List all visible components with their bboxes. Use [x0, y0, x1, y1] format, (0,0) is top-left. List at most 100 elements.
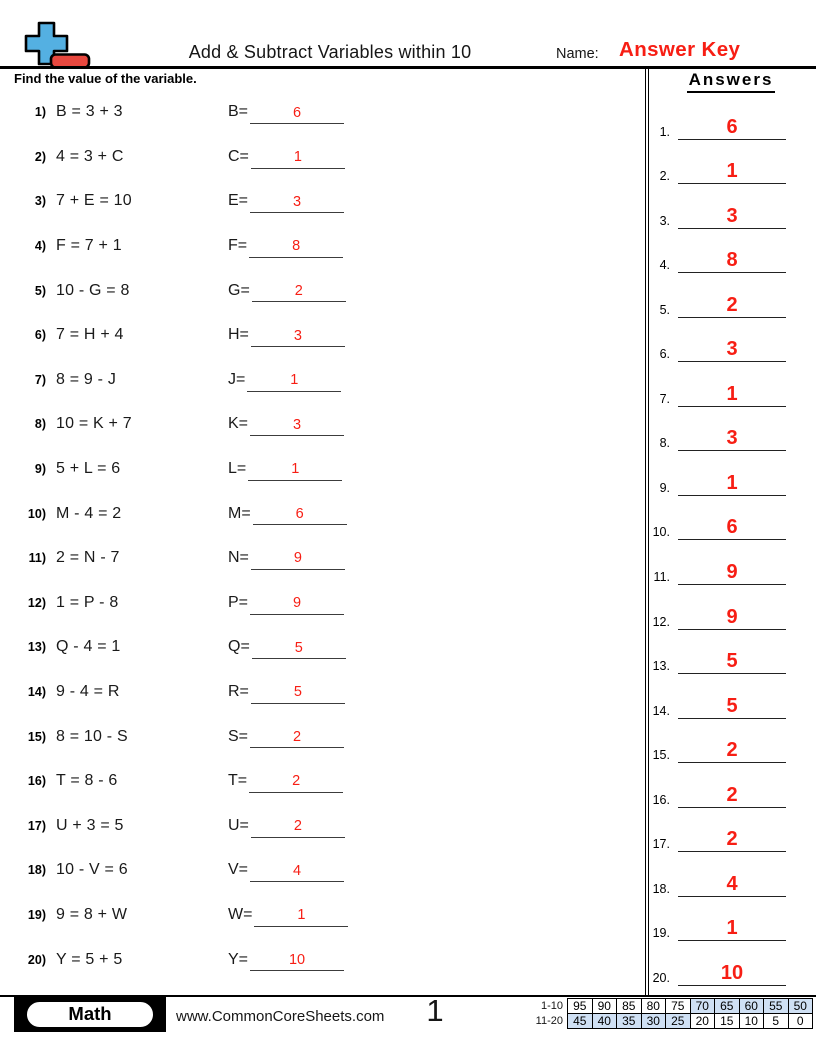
answer-blank: 3	[250, 324, 345, 348]
answer-row: 12. 9	[646, 585, 816, 630]
problem-equation: B = 3 + 3	[56, 103, 123, 121]
problem-row: 8) 10 = K + 7 K= 3	[0, 402, 640, 447]
problem-row: 18) 10 - V = 6 V= 4	[0, 848, 640, 893]
problem-number: 19)	[27, 907, 46, 922]
variable-label: F=	[228, 237, 248, 255]
problem-row: 6) 7 = H + 4 H= 3	[0, 313, 640, 358]
answer-row: 14. 5	[646, 674, 816, 719]
score-cell: 75	[665, 998, 691, 1014]
score-cell: 80	[640, 998, 666, 1014]
problem-row: 15) 8 = 10 - S S= 2	[0, 714, 640, 759]
problem-row: 1) B = 3 + 3 B= 6	[0, 90, 640, 135]
answer-number: 13.	[652, 659, 670, 674]
problem-number: 10)	[27, 506, 46, 521]
problem-row: 4) F = 7 + 1 F= 8	[0, 224, 640, 269]
answer-value: 10	[678, 962, 786, 986]
problem-number: 12)	[27, 595, 46, 610]
answer-value: 8	[678, 250, 786, 274]
variable-label: H=	[228, 326, 249, 344]
problem-row: 7) 8 = 9 - J J= 1	[0, 358, 640, 403]
problem-answer-group: P= 9	[228, 591, 345, 615]
problems-list: 1) B = 3 + 3 B= 6 2) 4 = 3 + C C= 1 3) 7…	[0, 90, 640, 982]
variable-label: P=	[228, 593, 249, 611]
answer-row: 10. 6	[646, 496, 816, 541]
problem-equation: F = 7 + 1	[56, 237, 122, 255]
problem-row: 2) 4 = 3 + C C= 1	[0, 135, 640, 180]
problem-answer-group: L= 1	[228, 457, 343, 481]
answer-row: 5. 2	[646, 273, 816, 318]
answer-row: 15. 2	[646, 719, 816, 764]
answer-number: 11.	[653, 570, 670, 585]
variable-label: N=	[228, 549, 249, 567]
variable-label: C=	[228, 147, 249, 165]
answer-row: 18. 4	[646, 852, 816, 897]
answer-row: 4. 8	[646, 229, 816, 274]
name-label: Name:	[556, 46, 599, 62]
answer-number: 9.	[659, 480, 670, 495]
problem-equation: 7 + E = 10	[56, 192, 132, 210]
problem-answer-group: V= 4	[228, 859, 345, 883]
problem-equation: 10 - V = 6	[56, 861, 128, 879]
answer-blank: 3	[250, 190, 345, 214]
score-cell: 30	[640, 1013, 666, 1029]
answers-column-divider	[645, 69, 649, 995]
variable-label: U=	[228, 816, 249, 834]
score-cell: 5	[763, 1013, 789, 1029]
answer-number: 18.	[652, 881, 670, 896]
answer-blank: 2	[250, 725, 345, 749]
variable-label: J=	[228, 370, 246, 388]
problem-row: 11) 2 = N - 7 N= 9	[0, 536, 640, 581]
answer-value: 5	[678, 695, 786, 719]
variable-label: K=	[228, 415, 249, 433]
problem-row: 5) 10 - G = 8 G= 2	[0, 268, 640, 313]
problem-row: 12) 1 = P - 8 P= 9	[0, 581, 640, 626]
problem-number: 5)	[34, 283, 46, 298]
problem-answer-group: Y= 10	[228, 948, 345, 972]
answer-row: 8. 3	[646, 407, 816, 452]
answers-heading-text: Answers	[686, 70, 776, 93]
score-row-1: 1-10 95 90 85 80 75 70 65 60 55 50	[527, 998, 813, 1014]
answer-value: 6	[678, 116, 786, 140]
answer-value: 1	[678, 918, 786, 942]
answer-number: 5.	[659, 302, 670, 317]
answer-blank: 3	[250, 413, 345, 437]
problem-number: 6)	[34, 328, 46, 343]
problem-equation: 2 = N - 7	[56, 549, 120, 567]
problem-number: 16)	[27, 774, 46, 789]
score-row-2: 11-20 45 40 35 30 25 20 15 10 5 0	[527, 1013, 813, 1029]
answer-row: 11. 9	[646, 540, 816, 586]
problem-number: 15)	[27, 729, 46, 744]
answer-number: 20.	[652, 970, 670, 985]
answer-number: 10.	[652, 525, 670, 540]
score-cell: 0	[787, 1013, 813, 1029]
variable-label: Y=	[228, 950, 249, 968]
problem-answer-group: F= 8	[228, 234, 344, 258]
problem-equation: 1 = P - 8	[56, 593, 119, 611]
problem-answer-group: J= 1	[228, 368, 342, 392]
answer-blank: 5	[250, 680, 345, 704]
problem-equation: M - 4 = 2	[56, 504, 122, 522]
answer-value: 3	[678, 339, 786, 363]
problem-answer-group: Q= 5	[228, 636, 346, 660]
problem-row: 9) 5 + L = 6 L= 1	[0, 447, 640, 492]
score-cell: 40	[591, 1013, 617, 1029]
answer-value: 2	[678, 784, 786, 808]
answer-row: 1. 6	[646, 95, 816, 140]
problem-number: 4)	[34, 239, 46, 254]
problem-answer-group: C= 1	[228, 145, 345, 169]
problem-number: 8)	[34, 417, 46, 432]
problem-row: 10) M - 4 = 2 M= 6	[0, 491, 640, 536]
score-row-1-label: 1-10	[540, 1000, 563, 1012]
answer-row: 9. 1	[646, 451, 816, 496]
problem-equation: 8 = 9 - J	[56, 370, 117, 388]
variable-label: S=	[228, 727, 249, 745]
problem-row: 20) Y = 5 + 5 Y= 10	[0, 937, 640, 982]
page-number: 1	[426, 993, 444, 1028]
score-row-2-label: 11-20	[535, 1015, 563, 1027]
answer-number: 16.	[652, 792, 670, 807]
variable-label: Q=	[228, 638, 250, 656]
problem-number: 14)	[27, 685, 46, 700]
answer-row: 7. 1	[646, 362, 816, 407]
answers-list: 1. 6 2. 1 3. 3 4. 8 5. 2	[646, 95, 816, 986]
answer-number: 4.	[659, 258, 670, 273]
